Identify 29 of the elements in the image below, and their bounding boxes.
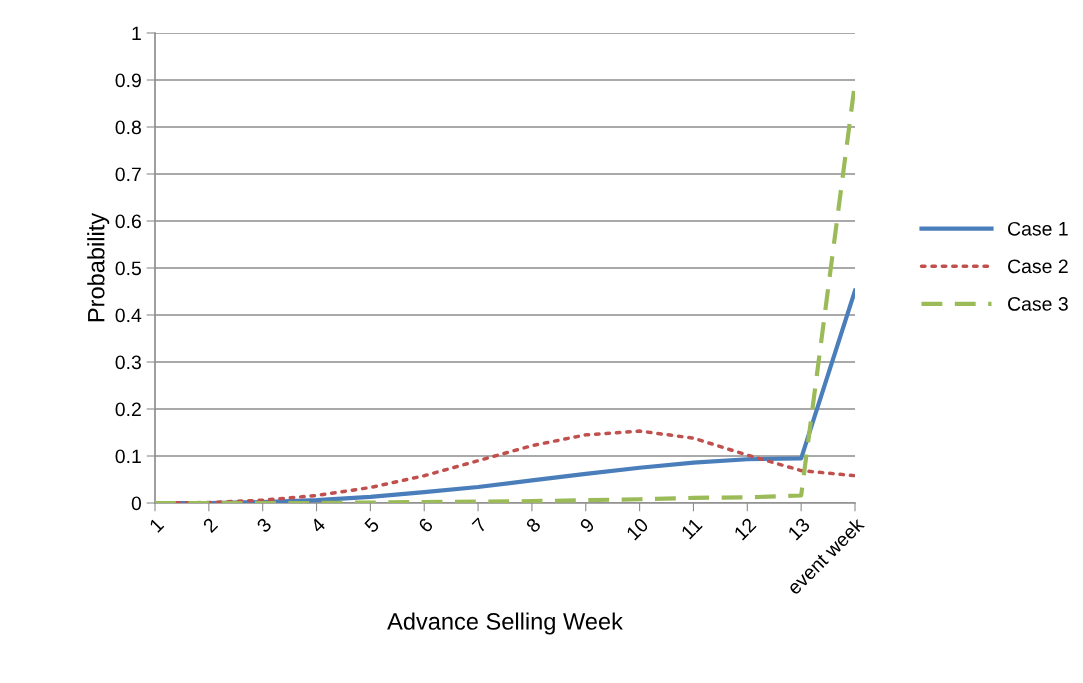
y-tick-label: 0.4 (115, 308, 142, 323)
y-tick-label: 0.5 (115, 261, 141, 276)
legend-label: Case 2 (1008, 259, 1068, 274)
x-tick-label: 8 (525, 517, 542, 534)
x-tick-label: 10 (625, 517, 650, 541)
x-tick-label: 4 (309, 517, 327, 534)
legend-label: Case 3 (1008, 297, 1068, 311)
x-tick-label: 6 (417, 517, 434, 534)
x-tick-label: 2 (202, 517, 219, 534)
x-tick-label: 11 (680, 517, 703, 540)
y-axis-title: Probability (87, 212, 110, 322)
x-tick-label: 7 (471, 517, 488, 534)
legend-label: Case 1 (1008, 221, 1068, 236)
x-tick-label: 1 (148, 517, 165, 533)
y-tick-label: 0.2 (115, 402, 141, 417)
x-tick-label: 12 (733, 517, 757, 541)
y-tick-label: 0.6 (115, 214, 141, 229)
y-tick-label: 0.7 (115, 167, 141, 182)
x-axis-title: Advance Selling Week (387, 612, 623, 635)
y-tick-label: 0.8 (115, 120, 141, 135)
y-tick-label: 0.3 (115, 355, 141, 370)
x-tick-label: 3 (255, 517, 273, 534)
x-tick-label: 5 (363, 517, 380, 534)
x-tick-label: 9 (579, 517, 596, 534)
x-tick-label: 13 (787, 517, 811, 541)
y-tick-label: 0.9 (115, 73, 141, 88)
y-tick-label: 0.1 (115, 449, 141, 464)
y-tick-label: 0 (131, 496, 142, 511)
y-tick-label: 1 (132, 26, 141, 41)
